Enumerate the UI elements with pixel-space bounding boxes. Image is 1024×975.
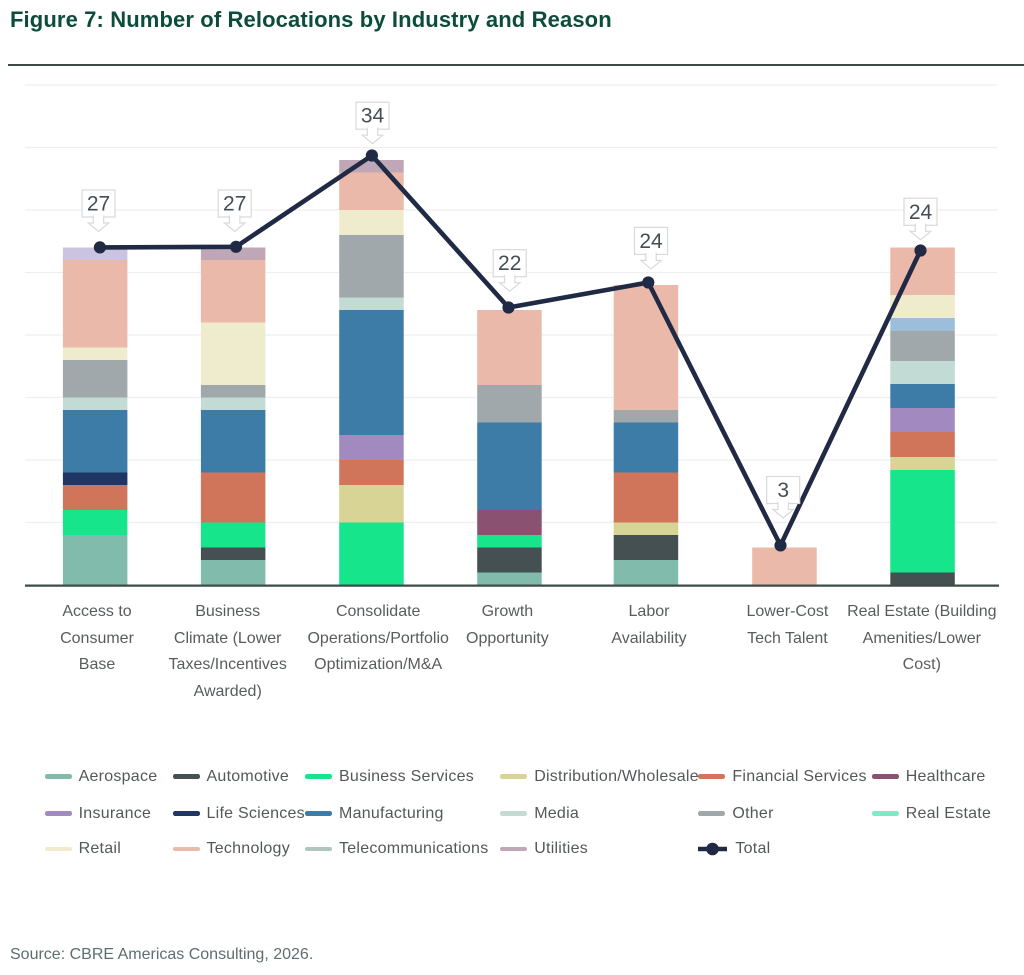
svg-text:24: 24 (909, 201, 933, 224)
svg-text:34: 34 (361, 105, 385, 128)
svg-text:27: 27 (223, 193, 246, 216)
svg-text:22: 22 (498, 252, 521, 275)
svg-text:3: 3 (777, 479, 789, 502)
svg-text:27: 27 (87, 193, 110, 216)
svg-text:24: 24 (639, 230, 663, 253)
